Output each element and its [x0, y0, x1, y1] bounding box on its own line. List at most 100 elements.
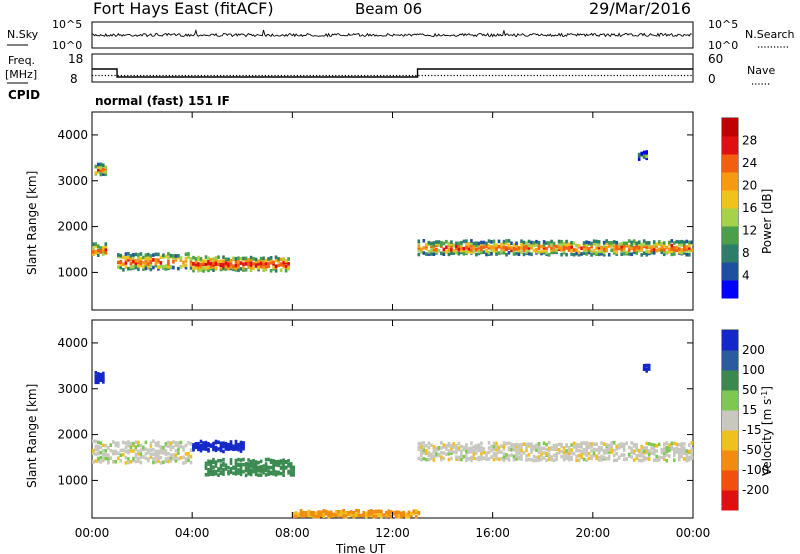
echo-cell	[282, 464, 285, 469]
echo-cell	[567, 248, 571, 252]
echo-cell	[192, 255, 195, 260]
echo-cell	[147, 450, 150, 455]
echo-cell	[505, 239, 508, 243]
colorbar-tick-label: 24	[742, 156, 757, 170]
echo-cell	[602, 451, 606, 455]
echo-cell	[239, 440, 243, 445]
echo-cell	[352, 510, 355, 515]
echo-cell	[507, 458, 511, 462]
echo-cell	[204, 464, 208, 468]
echo-cell	[197, 268, 200, 273]
echo-cell	[127, 457, 130, 461]
echo-cell	[425, 242, 428, 247]
echo-cell	[224, 441, 228, 446]
freq-left-tick-top: 18	[68, 52, 83, 66]
echo-cell	[655, 458, 658, 462]
echo-cell	[507, 441, 511, 445]
echo-cell	[565, 239, 568, 244]
echo-cell	[412, 511, 416, 516]
echo-cell	[124, 449, 128, 454]
echo-cell	[354, 508, 358, 513]
echo-cell	[685, 452, 689, 456]
echo-cell	[620, 242, 623, 246]
echo-cell	[452, 450, 456, 454]
echo-cell	[395, 513, 398, 518]
echo-cell	[675, 449, 679, 454]
echo-cell	[552, 444, 556, 448]
echo-cell	[642, 239, 646, 243]
echo-cell	[683, 251, 686, 255]
echo-cell	[247, 462, 250, 466]
echo-cell	[124, 252, 128, 256]
echo-cell	[487, 246, 491, 250]
echo-cell	[202, 261, 205, 265]
echo-cell	[642, 363, 646, 368]
echo-cell	[465, 239, 468, 243]
echo-cell	[132, 441, 135, 446]
echo-cell	[605, 450, 608, 455]
echo-cell	[192, 266, 195, 270]
echo-cell	[627, 452, 631, 457]
echo-cell	[204, 265, 208, 269]
echo-cell	[212, 265, 215, 269]
velocity-panel-frame	[91, 319, 694, 519]
echo-cell	[392, 511, 396, 515]
echo-cell	[144, 253, 148, 257]
echo-cell	[154, 261, 158, 266]
noise-left-tick-bottom: 10^0	[52, 39, 82, 52]
echo-cell	[663, 451, 666, 456]
echo-cell	[157, 440, 160, 445]
echo-cell	[435, 446, 438, 451]
echo-cell	[650, 245, 653, 249]
echo-cell	[417, 248, 421, 252]
echo-cell	[678, 250, 681, 254]
echo-cell	[480, 457, 483, 461]
echo-cell	[673, 453, 676, 458]
echo-cell	[620, 244, 623, 249]
echo-cell	[234, 442, 238, 447]
echo-cell	[652, 247, 656, 252]
echo-cell	[678, 457, 681, 462]
echo-cell	[452, 442, 456, 446]
echo-cell	[127, 460, 130, 465]
noise-sky-label: N.Sky	[7, 28, 39, 41]
echo-cell	[314, 511, 318, 515]
echo-cell	[635, 443, 638, 447]
echo-cell	[522, 252, 526, 257]
echo-cell	[467, 447, 471, 451]
echo-cell	[192, 443, 195, 447]
echo-cell	[302, 510, 305, 515]
echo-cell	[234, 445, 238, 450]
echo-cell	[622, 248, 626, 253]
echo-cell	[552, 453, 556, 458]
colorbar-tick-label: 20	[742, 179, 757, 193]
power-colorbar-label: Power [dB]	[760, 189, 774, 254]
echo-cell	[515, 241, 518, 246]
nave-label: Nave	[747, 64, 775, 77]
echo-cell	[430, 241, 433, 246]
echo-cell	[344, 511, 348, 515]
echo-cell	[535, 243, 538, 247]
echo-cell	[445, 444, 448, 448]
echo-cell	[612, 458, 616, 463]
echo-cell	[657, 455, 661, 460]
echo-cell	[585, 453, 588, 457]
echo-cell	[545, 241, 548, 245]
echo-cell	[97, 451, 100, 456]
echo-cell	[154, 449, 158, 454]
echo-cell	[585, 441, 588, 445]
echo-cell	[592, 453, 596, 458]
echo-cell	[537, 445, 541, 449]
echo-cell	[227, 465, 230, 470]
echo-cell	[663, 248, 666, 252]
echo-cell	[595, 242, 598, 246]
echo-cell	[292, 470, 295, 475]
echo-cell	[560, 449, 563, 454]
echo-cell	[507, 446, 511, 450]
echo-cell	[199, 443, 203, 448]
echo-cell	[157, 456, 160, 460]
echo-cell	[425, 457, 428, 462]
echo-cell	[99, 377, 103, 381]
echo-cell	[254, 464, 258, 469]
echo-cell	[227, 470, 230, 474]
